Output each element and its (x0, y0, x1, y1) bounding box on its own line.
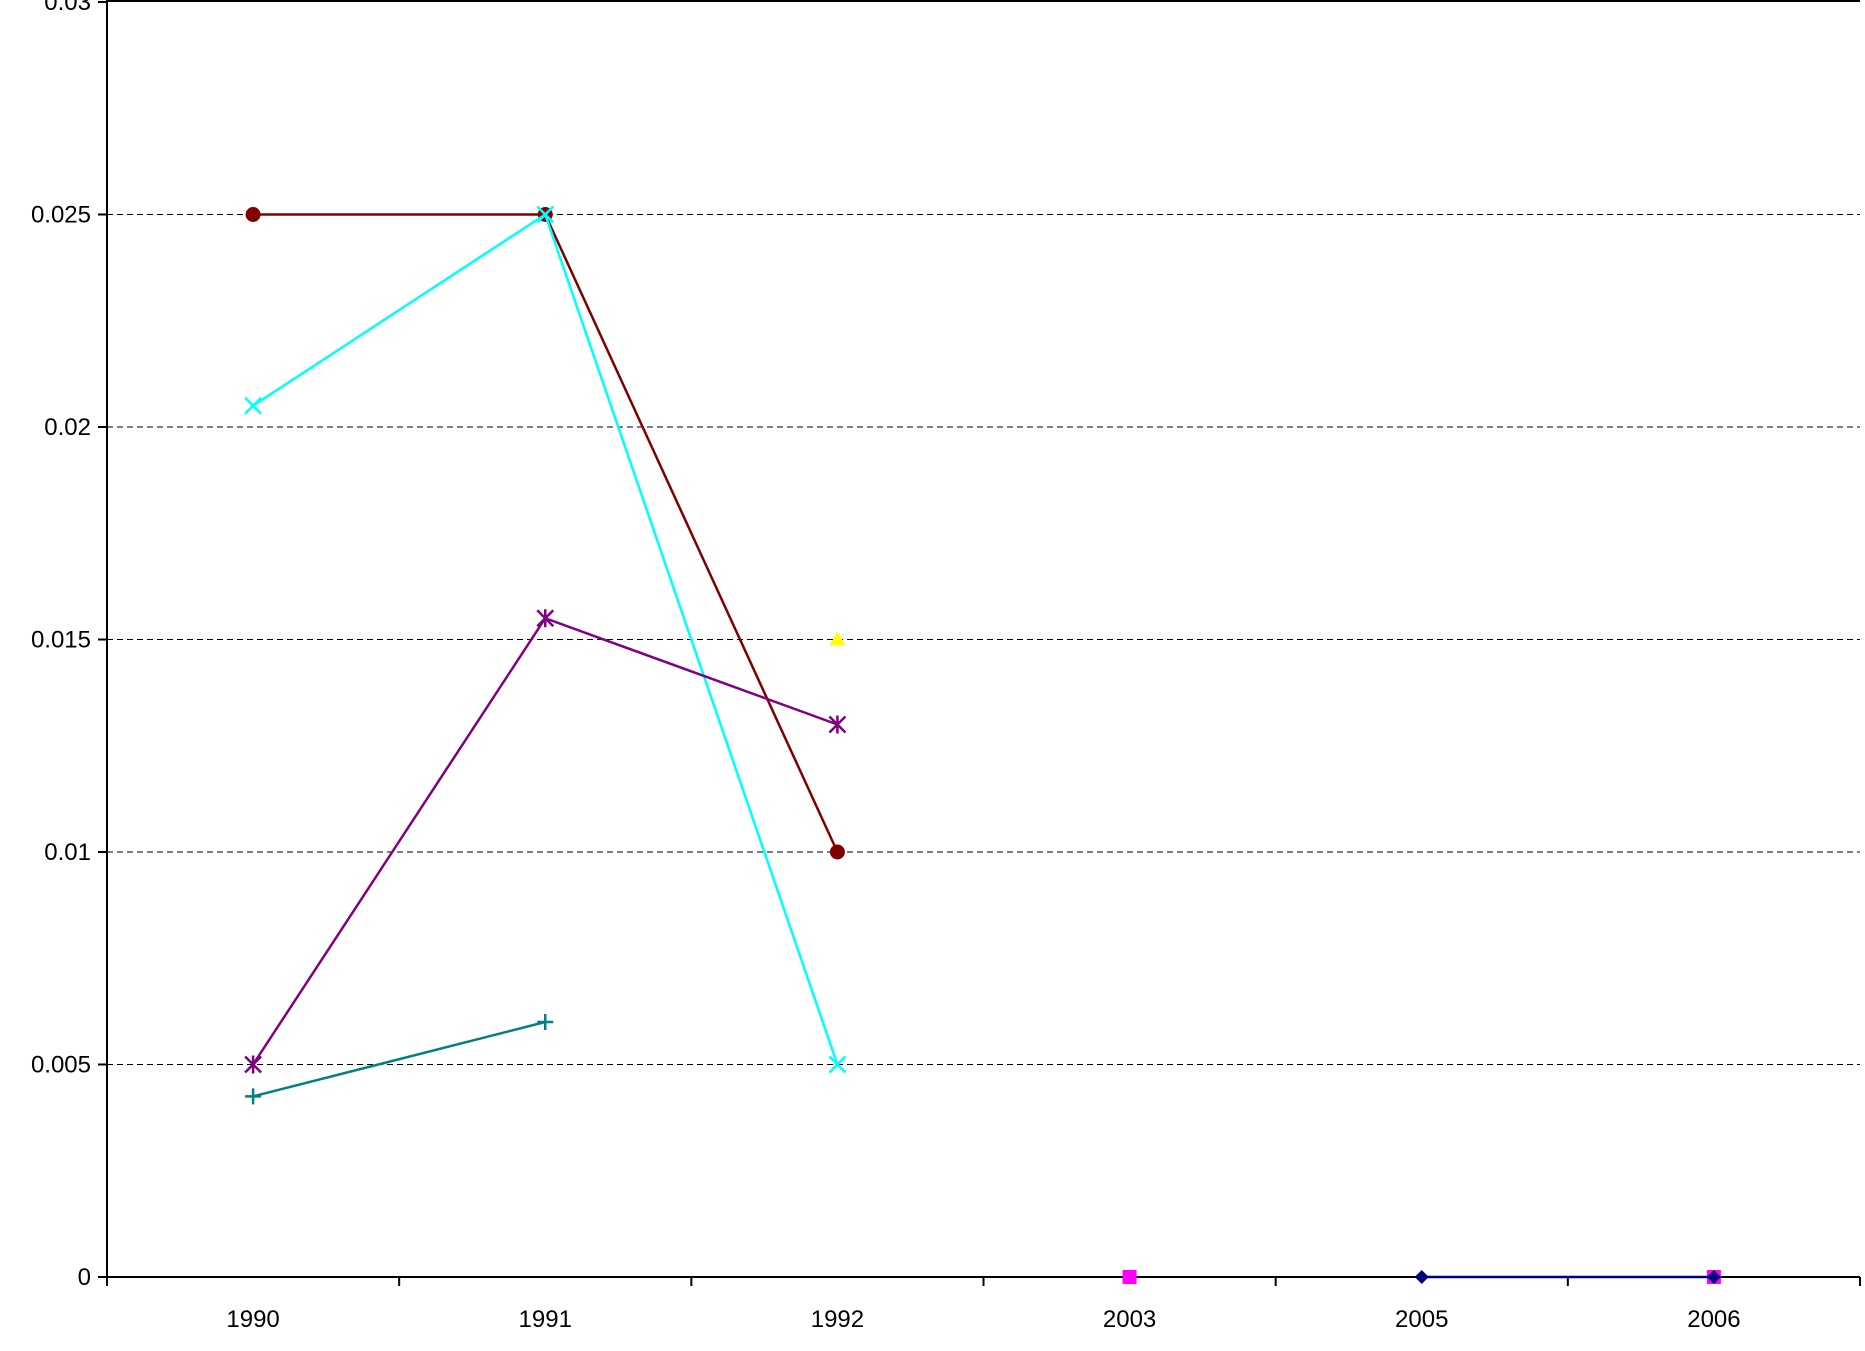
data-point (244, 1055, 262, 1074)
y-tick-label: 0.03 (44, 0, 91, 16)
x-tick-label: 2005 (1395, 1306, 1448, 1333)
series-2 (244, 205, 847, 1074)
data-point (537, 1014, 554, 1030)
x-tick-label: 2006 (1687, 1306, 1740, 1333)
y-axis-ticks: 0 0.005 0.01 0.015 0.02 0.025 0.03 (31, 0, 107, 1291)
series-1 (245, 207, 845, 860)
data-point (1706, 1270, 1721, 1284)
y-tick-label: 0.025 (31, 202, 91, 229)
gridlines (107, 214, 1860, 1065)
axes (106, 0, 1860, 1278)
x-tick-label: 2003 (1103, 1306, 1156, 1333)
x-tick-label: 1991 (519, 1306, 572, 1333)
series-4 (245, 1014, 554, 1105)
data-point (244, 396, 262, 415)
x-tick-label: 1990 (226, 1306, 279, 1333)
data-point (828, 1055, 847, 1074)
data-point (1122, 1270, 1137, 1284)
x-tick-label: 1992 (811, 1306, 864, 1333)
data-point (828, 715, 847, 734)
data-point (536, 609, 555, 628)
y-tick-label: 0.005 (31, 1052, 91, 1079)
data-point (829, 844, 845, 860)
y-tick-label: 0 (78, 1264, 91, 1291)
data-point (829, 631, 846, 646)
series-3 (244, 609, 847, 1074)
data-point (1414, 1270, 1429, 1284)
data-point (536, 205, 555, 224)
data-point (245, 1088, 262, 1105)
series-7 (1414, 1270, 1721, 1284)
series-line (252, 1020, 546, 1098)
y-tick-label: 0.02 (44, 414, 91, 441)
y-tick-label: 0.01 (44, 839, 91, 866)
x-axis-ticks: 1990 1991 1992 2003 2005 2006 (106, 1277, 1861, 1333)
series-line (252, 616, 838, 1066)
series-5 (829, 631, 846, 646)
series-group (244, 205, 1721, 1284)
series-line (253, 213, 839, 853)
y-tick-label: 0.015 (31, 627, 91, 654)
data-point (245, 207, 261, 222)
